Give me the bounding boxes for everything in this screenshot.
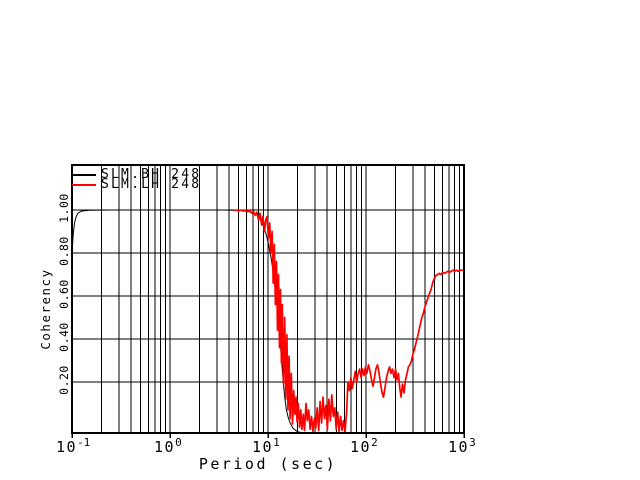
legend: SLM.BH 248 SLM.LH 248 — [72, 167, 202, 192]
legend-label-slm-bh: SLM.BH 248 — [101, 167, 202, 182]
y-tick-label: 0.60 — [57, 279, 71, 309]
y-tick-label: 0.80 — [57, 236, 71, 266]
series-line-slm-lh — [233, 209, 464, 433]
legend-item-slm-bh: SLM.BH 248 — [72, 167, 202, 182]
plot-border — [71, 164, 465, 434]
y-tick-label: 0.40 — [57, 322, 71, 352]
x-tick-label: 10-1 — [56, 436, 91, 456]
legend-item-slm-lh: SLM.LH 248 — [72, 177, 202, 192]
legend-label-slm-lh: SLM.LH 248 — [101, 177, 202, 192]
y-tick-label: 1.00 — [57, 193, 71, 223]
x-tick-label: 101 — [252, 436, 280, 456]
x-tick-label: 100 — [154, 436, 182, 456]
x-axis-ticks — [71, 433, 465, 438]
y-tick-label: 0.20 — [57, 365, 71, 395]
x-tick-label: 102 — [350, 436, 378, 456]
legend-line-swatch-red — [72, 184, 96, 186]
grid-lines — [71, 165, 465, 433]
x-tick-label: 103 — [448, 436, 476, 456]
x-axis-title: Period (sec) — [198, 455, 338, 473]
y-axis-title: Coherency — [38, 268, 53, 350]
legend-line-swatch-black — [72, 174, 96, 176]
